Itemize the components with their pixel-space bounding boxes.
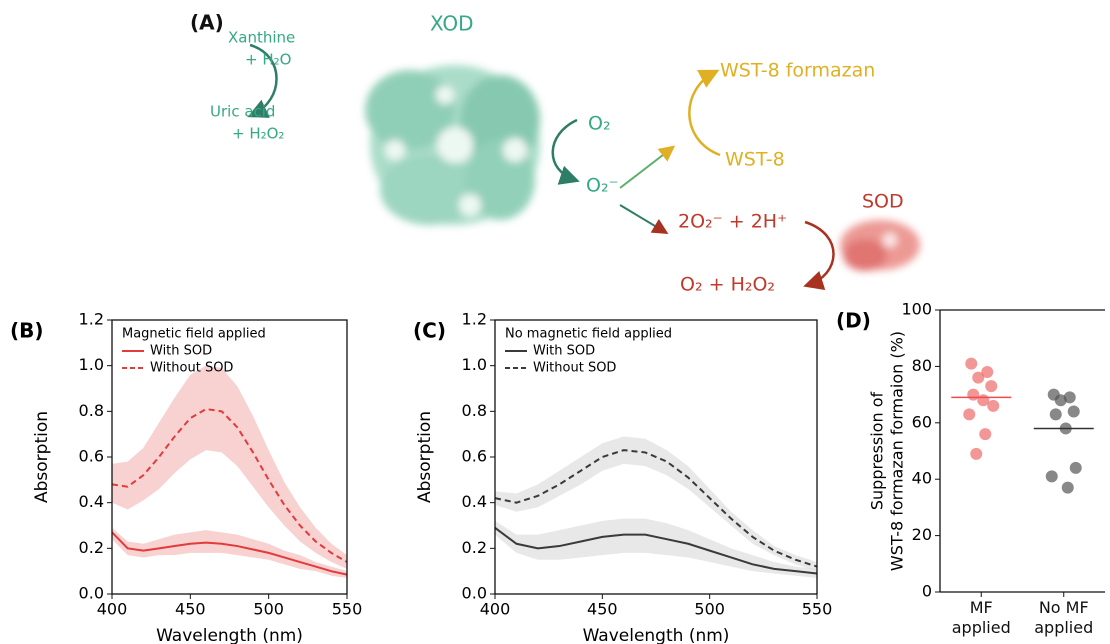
- y-tick-label: 1.2: [462, 310, 487, 329]
- xod-protein: [365, 65, 540, 225]
- line: [494, 449, 818, 568]
- label: O₂⁻: [586, 175, 619, 197]
- arrow: [247, 43, 278, 118]
- point: [972, 371, 985, 384]
- line: [111, 531, 348, 576]
- line: [494, 526, 818, 575]
- line: [111, 408, 348, 563]
- point: [1061, 481, 1074, 494]
- point: [965, 357, 978, 370]
- point: [1045, 470, 1058, 483]
- error-band: [495, 436, 817, 572]
- panel-label: (C): [413, 319, 446, 343]
- x-tick-label: 550: [802, 600, 833, 619]
- point: [1067, 405, 1080, 418]
- legend-title: Magnetic field applied: [122, 327, 266, 342]
- point: [1049, 408, 1062, 421]
- point: [1069, 461, 1082, 474]
- x-axis-title: Wavelength (nm): [156, 626, 303, 644]
- label: + H₂O: [245, 51, 291, 69]
- y-axis-title: Absorption: [32, 411, 52, 503]
- arrow: [619, 145, 676, 189]
- x-tick-label: 450: [175, 600, 206, 619]
- point: [981, 366, 994, 379]
- label: WST-8: [725, 149, 785, 171]
- point: [1054, 394, 1067, 407]
- x-tick-label: 500: [694, 600, 725, 619]
- x-tick-label: No MF applied: [1034, 598, 1094, 637]
- panel-label: (D): [836, 309, 871, 333]
- sod-protein: [840, 220, 920, 271]
- legend-label: Without SOD: [533, 361, 616, 376]
- point: [987, 399, 1000, 412]
- y-tick-label: 0.4: [462, 492, 487, 511]
- label: O₂: [588, 113, 611, 135]
- legend-label: Without SOD: [150, 361, 233, 376]
- label: + H₂O₂: [232, 125, 284, 143]
- y-tick-label: 0.4: [79, 492, 104, 511]
- y-axis-title: Suppression of: [868, 392, 887, 511]
- y-tick-label: 1.2: [79, 310, 104, 329]
- panel-label: (A): [190, 11, 224, 35]
- error-band: [112, 365, 347, 569]
- point: [970, 447, 983, 460]
- y-tick-label: 0.6: [79, 447, 104, 466]
- x-tick-label: 400: [480, 600, 511, 619]
- y-axis-title: WST-8 formazan formaion (%): [888, 331, 907, 571]
- label: XOD: [430, 12, 474, 36]
- y-tick-label: 0.0: [79, 584, 104, 603]
- arrow: [551, 118, 580, 185]
- label: SOD: [862, 191, 904, 213]
- label: WST-8 formazan: [720, 60, 875, 82]
- point: [979, 428, 992, 441]
- x-tick-label: MF applied: [951, 598, 1011, 637]
- point: [963, 408, 976, 421]
- y-tick-label: 0.2: [462, 538, 487, 557]
- arrow: [688, 69, 721, 157]
- x-tick-label: 500: [253, 600, 284, 619]
- y-tick-label: 0.2: [79, 538, 104, 557]
- x-tick-label: 450: [587, 600, 618, 619]
- arrow: [803, 220, 835, 291]
- label: Uric acid: [210, 103, 275, 121]
- y-axis-title: Absorption: [415, 411, 435, 503]
- label: Xanthine: [228, 29, 295, 47]
- y-tick-label: 1.0: [462, 355, 487, 374]
- y-tick-label: 60: [912, 412, 932, 431]
- y-tick-label: 80: [912, 356, 932, 375]
- y-tick-label: 100: [901, 300, 932, 319]
- error-band: [495, 518, 817, 579]
- y-tick-label: 0.6: [462, 447, 487, 466]
- label: 2O₂⁻ + 2H⁺: [678, 211, 787, 233]
- x-axis-title: Wavelength (nm): [583, 626, 730, 644]
- x-tick-label: 400: [97, 600, 128, 619]
- label: O₂ + H₂O₂: [680, 274, 775, 296]
- legend-label: With SOD: [533, 344, 595, 359]
- y-tick-label: 40: [912, 469, 932, 488]
- legend-label: With SOD: [150, 344, 212, 359]
- point: [985, 380, 998, 393]
- y-tick-label: 0.8: [79, 401, 104, 420]
- legend-title: No magnetic field applied: [505, 327, 672, 342]
- error-band: [112, 527, 347, 579]
- y-tick-label: 0.0: [462, 584, 487, 603]
- arrow: [619, 204, 669, 235]
- x-tick-label: 550: [332, 600, 363, 619]
- panel-label: (B): [10, 319, 44, 343]
- y-tick-label: 0.8: [462, 401, 487, 420]
- point: [1063, 391, 1076, 404]
- y-tick-label: 0: [922, 582, 932, 601]
- y-tick-label: 1.0: [79, 355, 104, 374]
- y-tick-label: 20: [912, 525, 932, 544]
